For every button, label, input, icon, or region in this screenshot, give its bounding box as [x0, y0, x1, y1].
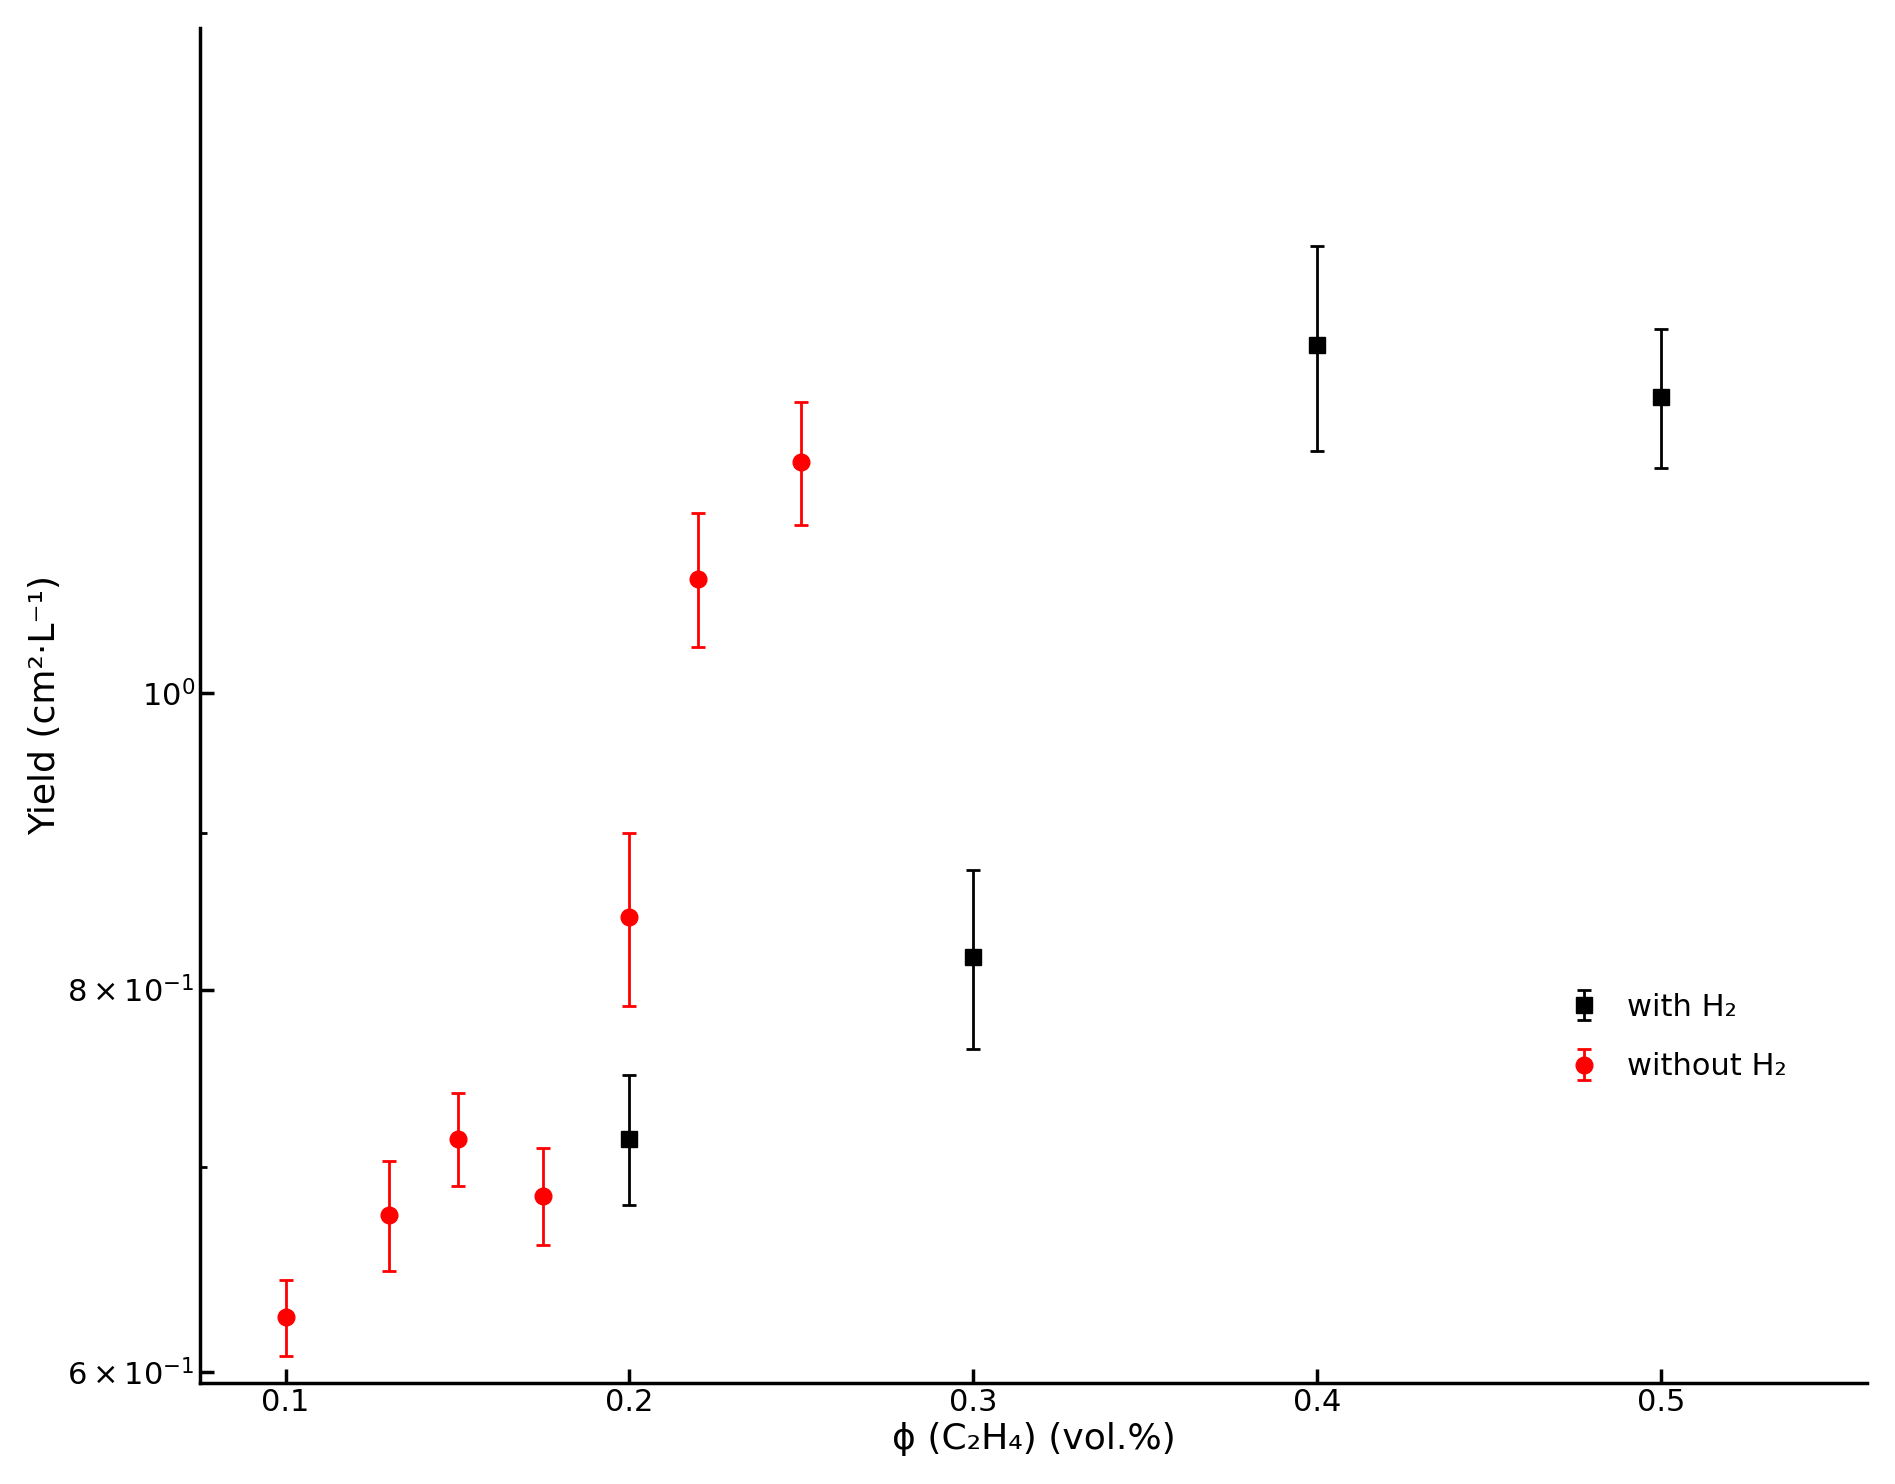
- Legend: with H₂, without H₂: with H₂, without H₂: [1550, 978, 1802, 1097]
- X-axis label: ϕ (C₂H₄) (vol.%): ϕ (C₂H₄) (vol.%): [891, 1422, 1175, 1456]
- Y-axis label: Yield (cm²·L⁻¹): Yield (cm²·L⁻¹): [28, 576, 63, 835]
